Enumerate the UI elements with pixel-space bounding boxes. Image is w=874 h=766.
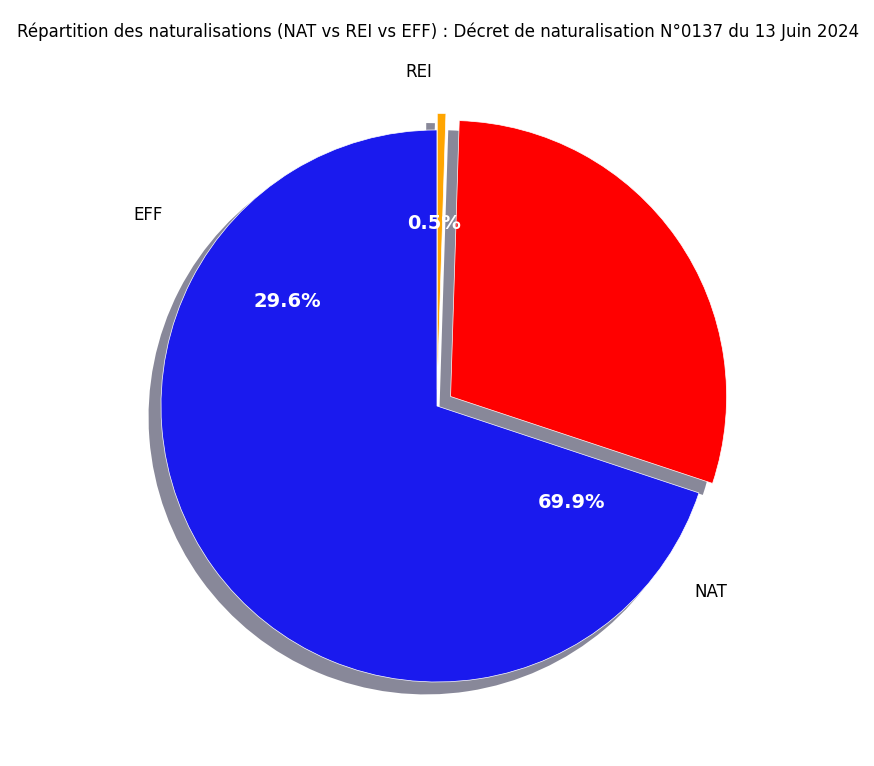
Text: 0.5%: 0.5% bbox=[407, 214, 461, 234]
Wedge shape bbox=[161, 130, 699, 682]
Text: 69.9%: 69.9% bbox=[538, 493, 605, 512]
Text: Répartition des naturalisations (NAT vs REI vs EFF) : Décret de naturalisation N: Répartition des naturalisations (NAT vs … bbox=[17, 23, 860, 41]
Text: EFF: EFF bbox=[134, 206, 163, 224]
Text: NAT: NAT bbox=[694, 583, 727, 601]
Wedge shape bbox=[437, 113, 446, 389]
Wedge shape bbox=[149, 139, 690, 695]
Text: REI: REI bbox=[405, 63, 432, 81]
Text: 29.6%: 29.6% bbox=[253, 292, 322, 311]
Wedge shape bbox=[427, 123, 435, 401]
Wedge shape bbox=[451, 120, 726, 483]
Wedge shape bbox=[440, 130, 717, 495]
